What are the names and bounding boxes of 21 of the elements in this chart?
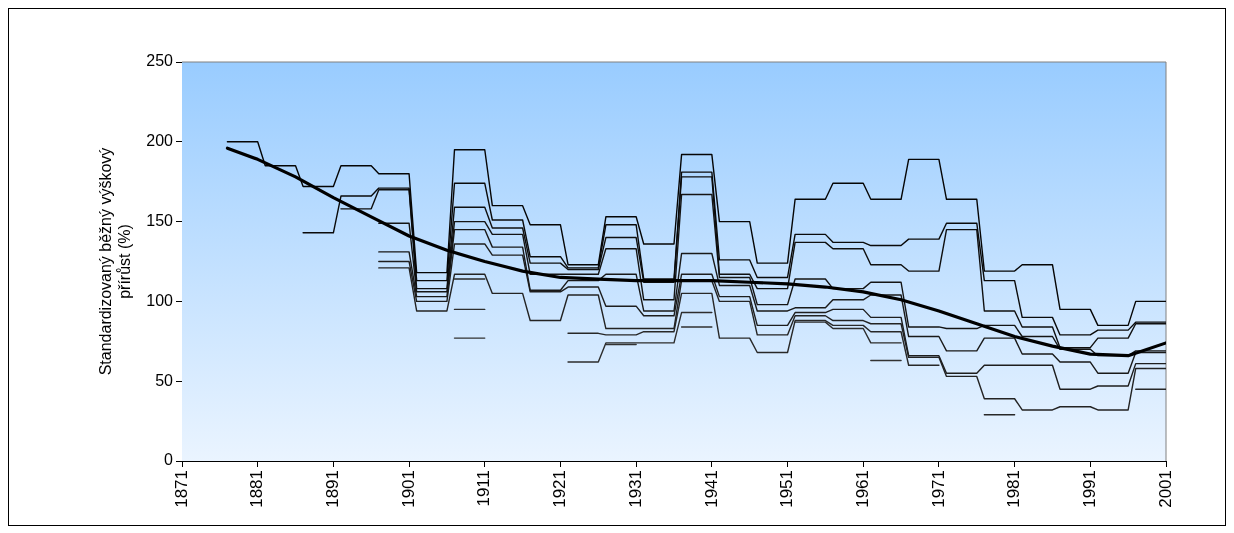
x-tick-label: 1901 <box>398 470 418 508</box>
y-tick-label: 150 <box>146 212 174 230</box>
x-tick-label: 2001 <box>1155 470 1175 508</box>
x-tick-label: 1941 <box>701 470 721 508</box>
y-tick-label: 50 <box>155 371 174 389</box>
x-tick-label: 1961 <box>852 470 872 508</box>
x-tick-label: 1991 <box>1080 470 1099 508</box>
x-tick-label: 1971 <box>928 470 948 508</box>
x-tick-label: 1911 <box>474 470 494 507</box>
y-tick-label: 200 <box>146 132 174 150</box>
y-tick-label: 0 <box>164 451 174 469</box>
x-tick-label: 1881 <box>247 470 267 508</box>
x-tick-label: 1871 <box>171 470 191 508</box>
y-tick-label: 250 <box>146 52 174 70</box>
x-tick-label: 1951 <box>777 470 797 508</box>
y-tick-label: 100 <box>146 291 174 309</box>
x-tick-label: 1891 <box>323 470 343 508</box>
x-tick-label: 1931 <box>625 470 645 508</box>
x-tick-label: 1921 <box>550 470 570 508</box>
y-axis-title: Standardizovaný běžný výškový přírůst (%) <box>97 147 134 376</box>
x-tick-label: 1981 <box>1004 470 1024 508</box>
